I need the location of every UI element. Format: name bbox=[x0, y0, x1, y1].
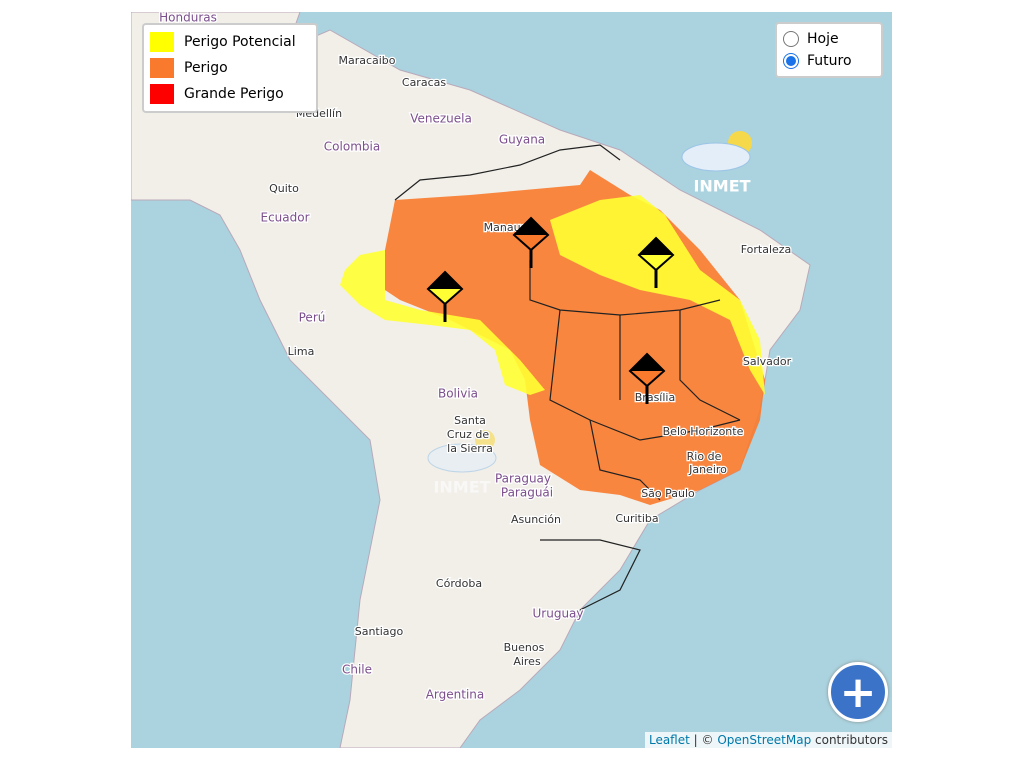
place-label: Argentina bbox=[426, 688, 485, 702]
warning-markers[interactable] bbox=[426, 216, 675, 404]
legend-label: Perigo Potencial bbox=[184, 34, 296, 50]
place-label: Uruguay bbox=[533, 607, 584, 621]
attribution-separator: | © bbox=[693, 733, 714, 747]
legend-item: Perigo Potencial bbox=[150, 29, 310, 55]
cloud-logo: INMET bbox=[681, 131, 752, 196]
place-label: Paraguay bbox=[495, 472, 551, 486]
leaflet-link[interactable]: Leaflet bbox=[648, 733, 690, 747]
legend-swatch bbox=[150, 84, 174, 104]
map[interactable]: INMET INMET Honduras Maracaibo Caracas M… bbox=[131, 12, 892, 748]
legend-swatch bbox=[150, 58, 174, 78]
osm-link[interactable]: OpenStreetMap bbox=[717, 733, 812, 747]
warning-marker[interactable] bbox=[426, 270, 464, 322]
logo-text: INMET bbox=[433, 478, 490, 497]
place-label: Curitiba bbox=[615, 512, 658, 525]
radio-button[interactable] bbox=[783, 53, 799, 69]
place-label: Paraguái bbox=[501, 486, 553, 500]
place-label: Lima bbox=[288, 345, 315, 358]
place-label: Maracaibo bbox=[338, 54, 395, 67]
place-label: Belo Horizonte bbox=[663, 425, 744, 438]
place-label: Aires bbox=[513, 655, 541, 668]
legend-swatch bbox=[150, 32, 174, 52]
place-label: Brasília bbox=[635, 391, 675, 404]
radio-option[interactable]: Hoje bbox=[783, 28, 875, 50]
warning-marker[interactable] bbox=[628, 352, 666, 404]
place-label: Quito bbox=[269, 182, 299, 195]
place-label: Fortaleza bbox=[741, 243, 792, 256]
radio-option[interactable]: Futuro bbox=[783, 50, 875, 72]
place-label: Córdoba bbox=[436, 577, 482, 590]
radio-button[interactable] bbox=[783, 31, 799, 47]
attribution-suffix: contributors bbox=[815, 733, 888, 747]
cloud-logo: INMET bbox=[427, 430, 497, 497]
place-label: Ecuador bbox=[260, 211, 309, 225]
attribution: Leaflet | © OpenStreetMap contributors bbox=[644, 732, 892, 748]
place-label: Chile bbox=[342, 663, 372, 677]
legend-item: Grande Perigo bbox=[150, 81, 310, 107]
place-label: São Paulo bbox=[641, 487, 695, 500]
place-label: Caracas bbox=[402, 76, 446, 89]
map-canvas: INMET INMET Honduras Maracaibo Caracas M… bbox=[131, 12, 892, 748]
legend-label: Grande Perigo bbox=[184, 86, 284, 102]
state-borders bbox=[394, 144, 741, 611]
logo-text: INMET bbox=[693, 177, 750, 196]
place-label: Perú bbox=[299, 311, 326, 325]
place-label: Cruz de bbox=[447, 428, 489, 441]
place-label: la Sierra bbox=[447, 442, 493, 455]
place-label: Honduras bbox=[159, 12, 217, 25]
place-label: Asunción bbox=[511, 513, 561, 526]
place-label: Bolivia bbox=[438, 387, 478, 401]
place-label: Guyana bbox=[499, 133, 545, 147]
legend: Perigo Potencial Perigo Grande Perigo bbox=[142, 23, 318, 113]
potential-danger-area bbox=[340, 250, 545, 395]
period-selector: Hoje Futuro bbox=[775, 22, 883, 78]
warning-marker[interactable] bbox=[637, 236, 675, 288]
zoom-in-button[interactable]: + bbox=[828, 662, 888, 722]
place-label: Santa bbox=[454, 414, 486, 427]
radio-label: Futuro bbox=[807, 53, 852, 69]
legend-item: Perigo bbox=[150, 55, 310, 81]
legend-label: Perigo bbox=[184, 60, 228, 76]
place-label: Salvador bbox=[743, 355, 792, 368]
place-label: Rio de bbox=[687, 450, 722, 463]
potential-danger-area bbox=[550, 195, 765, 395]
radio-label: Hoje bbox=[807, 31, 839, 47]
place-label: Venezuela bbox=[410, 112, 472, 126]
place-label: Buenos bbox=[504, 641, 545, 654]
place-label: Janeiro bbox=[688, 463, 727, 476]
warning-marker[interactable] bbox=[512, 216, 550, 268]
place-label: Colombia bbox=[324, 140, 380, 154]
place-label: Santiago bbox=[355, 625, 404, 638]
